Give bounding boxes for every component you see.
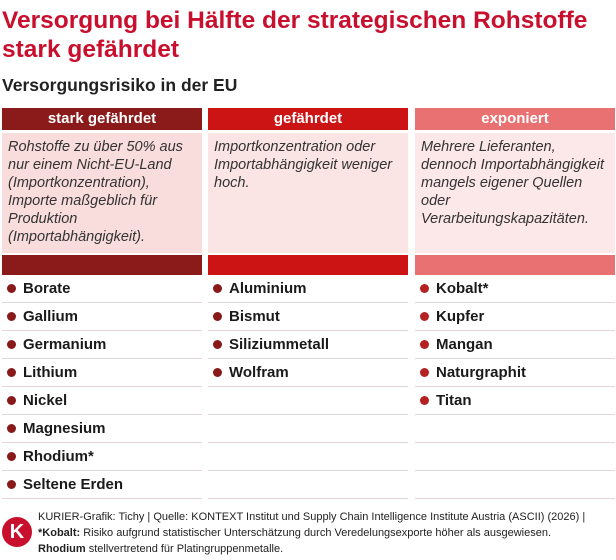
empty-row: [415, 443, 615, 471]
column-stark-gefaehrdet: stark gefährdet Rohstoffe zu über 50% au…: [2, 108, 202, 499]
material-name: Naturgraphit: [436, 364, 526, 381]
item-list: Aluminium Bismut Siliziummetall Wolfram: [208, 275, 408, 499]
column-description: Rohstoffe zu über 50% aus nur einem Nich…: [2, 133, 202, 253]
item-list: Borate Gallium Germanium Lithium Nickel Magne…: [2, 275, 202, 499]
empty-row: [208, 443, 408, 471]
bullet-dot: [420, 368, 429, 377]
footnote-kobalt-label: *Kobalt:: [38, 527, 81, 539]
kurier-logo: K: [2, 517, 32, 547]
column-header: exponiert: [415, 108, 615, 130]
footnote-kobalt-text: Risiko aufgrund statistischer Unterschät…: [80, 527, 551, 539]
empty-row: [208, 387, 408, 415]
footnote-rhodium: Rhodium stellvertretend für Platingruppe…: [38, 541, 613, 557]
material-name: Nickel: [23, 392, 68, 409]
column-description: Importkonzentration oder Importabhängigk…: [208, 133, 408, 253]
material-row: Seltene Erden: [2, 471, 202, 499]
color-bar: [2, 255, 202, 275]
material-name: Siliziummetall: [229, 336, 330, 353]
bullet-dot: [213, 368, 222, 377]
material-row: Siliziummetall: [208, 331, 408, 359]
bullet-dot: [7, 340, 16, 349]
bullet-dot: [213, 340, 222, 349]
empty-row: [208, 415, 408, 443]
column-exponiert: exponiert Mehrere Lieferanten, dennoch I…: [415, 108, 615, 499]
bullet-dot: [420, 312, 429, 321]
bullet-dot: [213, 312, 222, 321]
material-row: Kobalt*: [415, 275, 615, 303]
footer-text: KURIER-Grafik: Tichy | Quelle: KONTEXT I…: [38, 509, 613, 557]
column-description: Mehrere Lieferanten, dennoch Importabhän…: [415, 133, 615, 253]
material-row: Magnesium: [2, 415, 202, 443]
column-header: stark gefährdet: [2, 108, 202, 130]
material-row: Gallium: [2, 303, 202, 331]
bullet-dot: [7, 424, 16, 433]
material-row: Bismut: [208, 303, 408, 331]
color-bar: [415, 255, 615, 275]
item-list: Kobalt* Kupfer Mangan Naturgraphit Titan: [415, 275, 615, 499]
bullet-dot: [420, 396, 429, 405]
bullet-dot: [7, 452, 16, 461]
empty-row: [415, 415, 615, 443]
material-row: Naturgraphit: [415, 359, 615, 387]
material-name: Aluminium: [229, 280, 307, 297]
material-row: Rhodium*: [2, 443, 202, 471]
bullet-dot: [7, 368, 16, 377]
bullet-dot: [7, 284, 16, 293]
footnote-rhodium-label: Rhodium: [38, 543, 86, 555]
material-row: Kupfer: [415, 303, 615, 331]
bullet-dot: [7, 480, 16, 489]
empty-row: [415, 471, 615, 499]
material-name: Kobalt*: [436, 280, 489, 297]
material-row: Lithium: [2, 359, 202, 387]
color-bar: [208, 255, 408, 275]
footnote-rhodium-text: stellvertretend für Platingruppenmetalle…: [85, 543, 284, 555]
material-name: Lithium: [23, 364, 78, 381]
material-name: Rhodium*: [23, 448, 94, 465]
bullet-dot: [7, 396, 16, 405]
bullet-dot: [420, 340, 429, 349]
bullet-dot: [7, 312, 16, 321]
material-name: Wolfram: [229, 364, 289, 381]
material-name: Seltene Erden: [23, 476, 124, 493]
material-name: Gallium: [23, 308, 79, 325]
material-row: Wolfram: [208, 359, 408, 387]
material-row: Nickel: [2, 387, 202, 415]
column-header: gefährdet: [208, 108, 408, 130]
chart-subtitle: Versorgungsrisiko in der EU: [2, 75, 238, 95]
material-row: Borate: [2, 275, 202, 303]
material-row: Aluminium: [208, 275, 408, 303]
material-row: Titan: [415, 387, 615, 415]
material-name: Mangan: [436, 336, 493, 353]
chart-title: Versorgung bei Hälfte der strategischen …: [2, 7, 588, 63]
material-name: Magnesium: [23, 420, 106, 437]
bullet-dot: [213, 284, 222, 293]
bullet-dot: [420, 284, 429, 293]
material-name: Germanium: [23, 336, 107, 353]
source-line: KURIER-Grafik: Tichy | Quelle: KONTEXT I…: [38, 511, 586, 523]
empty-row: [208, 471, 408, 499]
material-name: Titan: [436, 392, 472, 409]
material-name: Kupfer: [436, 308, 485, 325]
footer: K KURIER-Grafik: Tichy | Quelle: KONTEXT…: [0, 509, 616, 560]
material-name: Borate: [23, 280, 71, 297]
column-gefaehrdet: gefährdet Importkonzentration oder Impor…: [208, 108, 408, 499]
material-row: Germanium: [2, 331, 202, 359]
material-row: Mangan: [415, 331, 615, 359]
footnote-kobalt: *Kobalt: Risiko aufgrund statistischer U…: [38, 525, 613, 541]
material-name: Bismut: [229, 308, 280, 325]
